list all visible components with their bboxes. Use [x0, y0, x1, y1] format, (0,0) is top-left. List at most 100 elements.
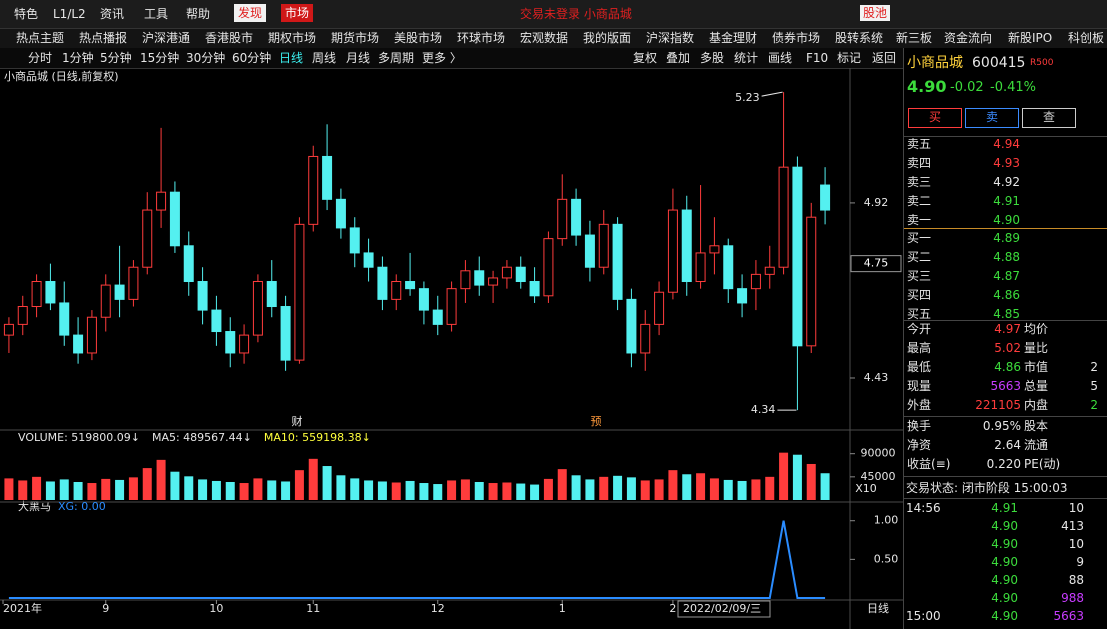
candle-body: [626, 298, 637, 354]
tab[interactable]: 债券市场: [772, 31, 821, 45]
period-button[interactable]: 分时: [28, 51, 53, 65]
menu-discover[interactable]: 发现: [234, 4, 267, 22]
x-tick-label: 2021年: [3, 601, 42, 615]
menu-item[interactable]: L1/L2: [53, 7, 86, 21]
price-change: -0.02: [950, 80, 984, 95]
volume-bar: [737, 480, 747, 500]
tool-button[interactable]: F10: [806, 51, 829, 65]
tab[interactable]: 宏观数据: [520, 31, 569, 45]
candle-body: [17, 306, 28, 325]
tab[interactable]: 股转系统: [835, 31, 884, 45]
tool-button[interactable]: 标记: [837, 51, 862, 65]
tab[interactable]: 期货市场: [331, 31, 380, 45]
stock-pool[interactable]: 股池: [860, 5, 891, 21]
tab[interactable]: 沪深港通: [142, 31, 191, 45]
volume-bar: [294, 470, 304, 500]
tick-price: 4.90: [991, 537, 1018, 551]
y-tick-label: 45000: [861, 470, 896, 483]
volume-bar: [447, 480, 457, 500]
volume-bar: [433, 484, 443, 500]
tab[interactable]: 香港股市: [205, 31, 254, 45]
volume-bar: [18, 480, 28, 500]
tool-button[interactable]: 返回: [872, 51, 897, 65]
indicator-title: 大黑马: [18, 499, 51, 513]
tick-price: 4.90: [991, 591, 1018, 605]
candle-body: [266, 281, 277, 308]
tab[interactable]: 热点主题: [16, 31, 65, 45]
period-button[interactable]: 多周期: [378, 51, 415, 65]
menu-item[interactable]: 特色: [14, 7, 39, 21]
period-button[interactable]: 15分钟: [140, 51, 180, 65]
trade-button[interactable]: 查: [1022, 108, 1076, 128]
stat-label: 今开: [907, 322, 932, 336]
menu-market[interactable]: 市场: [281, 4, 314, 22]
volume-bar: [253, 478, 263, 500]
book-label: 买三: [907, 269, 932, 283]
candle-body: [723, 245, 734, 290]
period-button[interactable]: 1分钟: [62, 51, 94, 65]
tab[interactable]: 我的版面: [583, 31, 632, 45]
volume-bar: [516, 483, 526, 500]
period-button[interactable]: 5分钟: [100, 51, 132, 65]
candle-body: [515, 266, 526, 283]
volume-bar: [364, 480, 374, 500]
period-button[interactable]: 30分钟: [186, 51, 226, 65]
volume-bar: [4, 478, 14, 500]
stat-label: 外盘: [907, 398, 932, 412]
tab[interactable]: 期权市场: [268, 31, 317, 45]
stat-label: 股本: [1024, 419, 1049, 433]
tab[interactable]: 资金流向: [944, 31, 993, 45]
period-button[interactable]: 周线: [312, 51, 337, 65]
x-tick-label: 10: [209, 602, 223, 615]
tool-button[interactable]: 多股: [700, 51, 725, 65]
volume-legend: MA10: 559198.38↓: [264, 431, 371, 444]
tab[interactable]: 热点播报: [79, 31, 128, 45]
tab[interactable]: 环球市场: [457, 31, 506, 45]
tick-volume: 9: [1076, 555, 1084, 569]
period-button[interactable]: 更多 〉: [422, 51, 462, 65]
tab[interactable]: 美股市场: [394, 31, 443, 45]
tool-button[interactable]: 画线: [768, 51, 793, 65]
tab-bar: [0, 29, 1107, 48]
book-price: 4.94: [993, 137, 1020, 151]
tab[interactable]: 沪深指数: [646, 31, 695, 45]
candle-body: [529, 281, 540, 297]
tick-price: 4.90: [991, 519, 1018, 533]
candle-body: [571, 198, 582, 236]
volume-bar: [654, 479, 664, 500]
menu-item[interactable]: 资讯: [100, 7, 125, 21]
volume-bar: [696, 473, 706, 500]
candle-body: [418, 288, 429, 311]
period-button[interactable]: 60分钟: [232, 51, 272, 65]
trade-button[interactable]: 买: [908, 108, 962, 128]
period-button[interactable]: 月线: [346, 51, 371, 65]
stat-label: 现量: [907, 379, 932, 393]
volume-bar: [322, 466, 332, 500]
tool-button[interactable]: 统计: [734, 51, 759, 65]
stat-value: 221105: [975, 398, 1021, 412]
volume-bar: [308, 458, 318, 500]
tab[interactable]: 基金理财: [709, 31, 758, 45]
menu-item[interactable]: 工具: [144, 7, 169, 21]
tool-button[interactable]: 复权: [633, 51, 658, 65]
menu-item[interactable]: 帮助: [186, 7, 211, 21]
tick-volume: 988: [1061, 591, 1084, 605]
candle-body: [432, 309, 443, 325]
volume-bar: [391, 482, 401, 500]
separator: [904, 476, 1107, 477]
candle-body: [100, 284, 111, 318]
stat-value: 2.64: [994, 438, 1021, 452]
tab[interactable]: 新三板: [896, 31, 933, 45]
y-tick-label: 4.92: [864, 196, 889, 209]
tick-price: 4.91: [991, 501, 1018, 515]
tool-button[interactable]: 叠加: [666, 51, 691, 65]
candle-body: [59, 302, 70, 336]
period-button[interactable]: 日线: [279, 51, 304, 65]
tab[interactable]: 新股IPO: [1008, 31, 1053, 45]
volume-bar: [59, 479, 69, 500]
tab[interactable]: 科创板: [1068, 31, 1105, 45]
volume-bar: [543, 478, 553, 500]
trade-button[interactable]: 卖: [965, 108, 1019, 128]
stat-label: 收益(≡): [907, 457, 951, 471]
candle-body: [654, 291, 665, 325]
